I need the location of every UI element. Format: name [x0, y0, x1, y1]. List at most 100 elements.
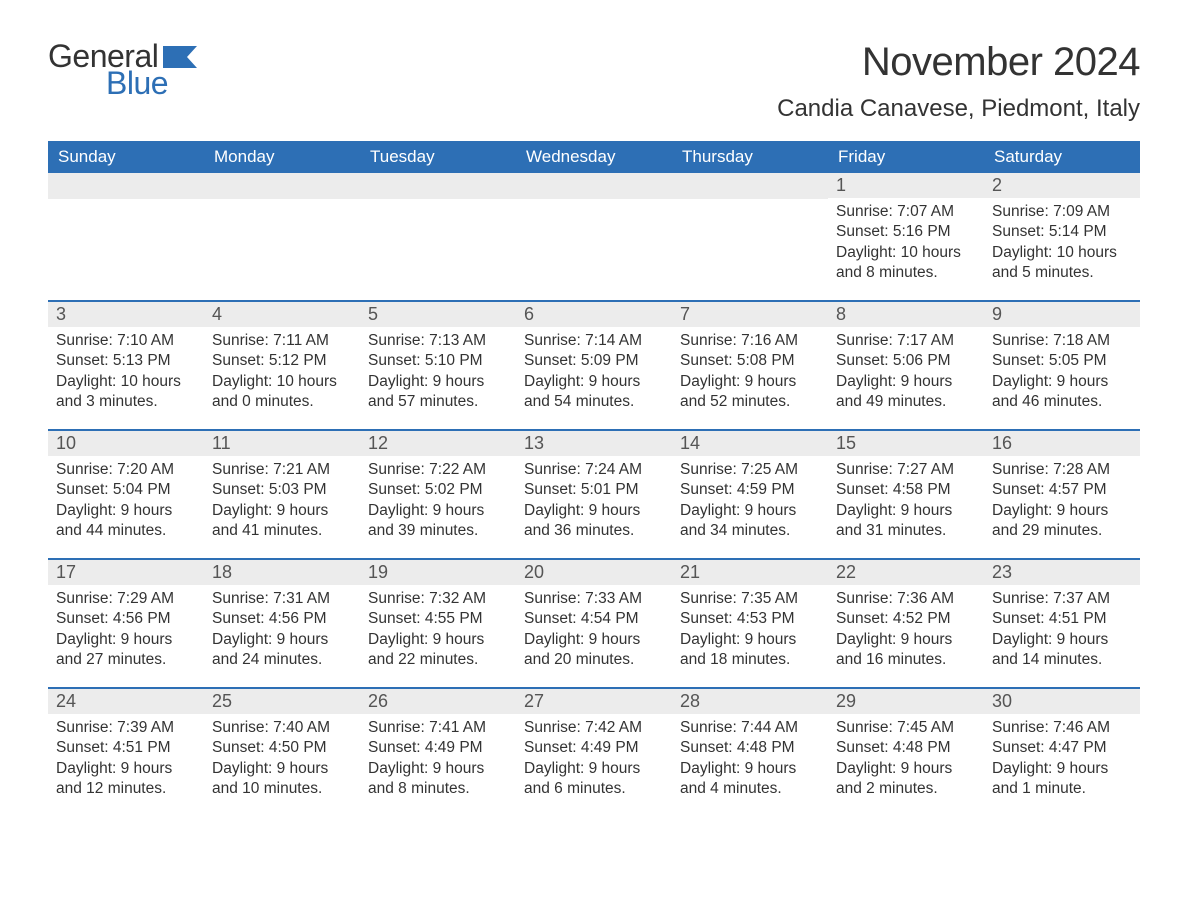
day-cell: 24Sunrise: 7:39 AMSunset: 4:51 PMDayligh… [48, 689, 204, 817]
day-number: 4 [204, 302, 360, 327]
brand-logo: General Blue [48, 40, 197, 99]
daylight-text: Daylight: 9 hours and 24 minutes. [212, 630, 352, 671]
day-cell: 11Sunrise: 7:21 AMSunset: 5:03 PMDayligh… [204, 431, 360, 559]
day-details: Sunrise: 7:14 AMSunset: 5:09 PMDaylight:… [516, 327, 672, 421]
sunset-text: Sunset: 4:49 PM [524, 738, 664, 758]
sunrise-text: Sunrise: 7:35 AM [680, 589, 820, 609]
daylight-text: Daylight: 10 hours and 8 minutes. [836, 243, 976, 284]
day-details: Sunrise: 7:10 AMSunset: 5:13 PMDaylight:… [48, 327, 204, 421]
day-number: 7 [672, 302, 828, 327]
day-details: Sunrise: 7:33 AMSunset: 4:54 PMDaylight:… [516, 585, 672, 679]
sunset-text: Sunset: 4:55 PM [368, 609, 508, 629]
sunset-text: Sunset: 4:56 PM [212, 609, 352, 629]
day-cell: 22Sunrise: 7:36 AMSunset: 4:52 PMDayligh… [828, 560, 984, 688]
sunset-text: Sunset: 4:52 PM [836, 609, 976, 629]
day-number: 30 [984, 689, 1140, 714]
day-number: 12 [360, 431, 516, 456]
daylight-text: Daylight: 9 hours and 1 minute. [992, 759, 1132, 800]
sunrise-text: Sunrise: 7:22 AM [368, 460, 508, 480]
sunrise-text: Sunrise: 7:21 AM [212, 460, 352, 480]
sunrise-text: Sunrise: 7:33 AM [524, 589, 664, 609]
sunset-text: Sunset: 5:12 PM [212, 351, 352, 371]
day-number: 10 [48, 431, 204, 456]
sunrise-text: Sunrise: 7:11 AM [212, 331, 352, 351]
day-details: Sunrise: 7:28 AMSunset: 4:57 PMDaylight:… [984, 456, 1140, 550]
sunset-text: Sunset: 5:01 PM [524, 480, 664, 500]
day-number: 21 [672, 560, 828, 585]
day-cell: 21Sunrise: 7:35 AMSunset: 4:53 PMDayligh… [672, 560, 828, 688]
day-cell: 26Sunrise: 7:41 AMSunset: 4:49 PMDayligh… [360, 689, 516, 817]
day-number: 28 [672, 689, 828, 714]
daylight-text: Daylight: 10 hours and 3 minutes. [56, 372, 196, 413]
day-cell: 25Sunrise: 7:40 AMSunset: 4:50 PMDayligh… [204, 689, 360, 817]
day-details: Sunrise: 7:20 AMSunset: 5:04 PMDaylight:… [48, 456, 204, 550]
weekday-header: Saturday [984, 141, 1140, 173]
daylight-text: Daylight: 9 hours and 54 minutes. [524, 372, 664, 413]
daylight-text: Daylight: 9 hours and 16 minutes. [836, 630, 976, 671]
day-cell: 29Sunrise: 7:45 AMSunset: 4:48 PMDayligh… [828, 689, 984, 817]
daylight-text: Daylight: 9 hours and 52 minutes. [680, 372, 820, 413]
week-row: 17Sunrise: 7:29 AMSunset: 4:56 PMDayligh… [48, 560, 1140, 688]
sunset-text: Sunset: 5:02 PM [368, 480, 508, 500]
week-row: 24Sunrise: 7:39 AMSunset: 4:51 PMDayligh… [48, 689, 1140, 817]
daylight-text: Daylight: 9 hours and 31 minutes. [836, 501, 976, 542]
daylight-text: Daylight: 9 hours and 49 minutes. [836, 372, 976, 413]
day-number: 6 [516, 302, 672, 327]
day-number: 5 [360, 302, 516, 327]
sunrise-text: Sunrise: 7:09 AM [992, 202, 1132, 222]
sunset-text: Sunset: 5:16 PM [836, 222, 976, 242]
sunset-text: Sunset: 5:13 PM [56, 351, 196, 371]
day-cell: 14Sunrise: 7:25 AMSunset: 4:59 PMDayligh… [672, 431, 828, 559]
daylight-text: Daylight: 10 hours and 0 minutes. [212, 372, 352, 413]
day-cell: 17Sunrise: 7:29 AMSunset: 4:56 PMDayligh… [48, 560, 204, 688]
day-cell: 3Sunrise: 7:10 AMSunset: 5:13 PMDaylight… [48, 302, 204, 430]
sunrise-text: Sunrise: 7:16 AM [680, 331, 820, 351]
sunrise-text: Sunrise: 7:25 AM [680, 460, 820, 480]
daylight-text: Daylight: 9 hours and 34 minutes. [680, 501, 820, 542]
daylight-text: Daylight: 9 hours and 8 minutes. [368, 759, 508, 800]
day-details: Sunrise: 7:40 AMSunset: 4:50 PMDaylight:… [204, 714, 360, 808]
daylight-text: Daylight: 9 hours and 41 minutes. [212, 501, 352, 542]
day-cell: 9Sunrise: 7:18 AMSunset: 5:05 PMDaylight… [984, 302, 1140, 430]
day-details: Sunrise: 7:44 AMSunset: 4:48 PMDaylight:… [672, 714, 828, 808]
sunrise-text: Sunrise: 7:17 AM [836, 331, 976, 351]
day-cell: 2Sunrise: 7:09 AMSunset: 5:14 PMDaylight… [984, 173, 1140, 301]
day-number: 24 [48, 689, 204, 714]
day-cell: 16Sunrise: 7:28 AMSunset: 4:57 PMDayligh… [984, 431, 1140, 559]
day-number: 2 [984, 173, 1140, 198]
sunrise-text: Sunrise: 7:10 AM [56, 331, 196, 351]
day-cell: 18Sunrise: 7:31 AMSunset: 4:56 PMDayligh… [204, 560, 360, 688]
sunset-text: Sunset: 4:53 PM [680, 609, 820, 629]
header: General Blue November 2024 Candia Canave… [48, 40, 1140, 133]
sunrise-text: Sunrise: 7:39 AM [56, 718, 196, 738]
day-number: 17 [48, 560, 204, 585]
daylight-text: Daylight: 9 hours and 29 minutes. [992, 501, 1132, 542]
day-details: Sunrise: 7:11 AMSunset: 5:12 PMDaylight:… [204, 327, 360, 421]
daylight-text: Daylight: 9 hours and 20 minutes. [524, 630, 664, 671]
sunset-text: Sunset: 5:10 PM [368, 351, 508, 371]
weekday-header: Tuesday [360, 141, 516, 173]
sunset-text: Sunset: 4:49 PM [368, 738, 508, 758]
day-cell: 23Sunrise: 7:37 AMSunset: 4:51 PMDayligh… [984, 560, 1140, 688]
sunset-text: Sunset: 4:48 PM [836, 738, 976, 758]
day-number: 20 [516, 560, 672, 585]
day-details: Sunrise: 7:09 AMSunset: 5:14 PMDaylight:… [984, 198, 1140, 292]
day-cell [672, 173, 828, 301]
daylight-text: Daylight: 10 hours and 5 minutes. [992, 243, 1132, 284]
day-cell: 7Sunrise: 7:16 AMSunset: 5:08 PMDaylight… [672, 302, 828, 430]
sunrise-text: Sunrise: 7:42 AM [524, 718, 664, 738]
sunrise-text: Sunrise: 7:18 AM [992, 331, 1132, 351]
day-number: 18 [204, 560, 360, 585]
daylight-text: Daylight: 9 hours and 36 minutes. [524, 501, 664, 542]
sunset-text: Sunset: 4:57 PM [992, 480, 1132, 500]
daylight-text: Daylight: 9 hours and 46 minutes. [992, 372, 1132, 413]
day-details: Sunrise: 7:27 AMSunset: 4:58 PMDaylight:… [828, 456, 984, 550]
weekday-header: Friday [828, 141, 984, 173]
day-details: Sunrise: 7:46 AMSunset: 4:47 PMDaylight:… [984, 714, 1140, 808]
location: Candia Canavese, Piedmont, Italy [777, 95, 1140, 123]
day-cell [48, 173, 204, 301]
weekday-header-row: SundayMondayTuesdayWednesdayThursdayFrid… [48, 141, 1140, 173]
day-cell: 15Sunrise: 7:27 AMSunset: 4:58 PMDayligh… [828, 431, 984, 559]
day-number: 8 [828, 302, 984, 327]
day-number: 15 [828, 431, 984, 456]
